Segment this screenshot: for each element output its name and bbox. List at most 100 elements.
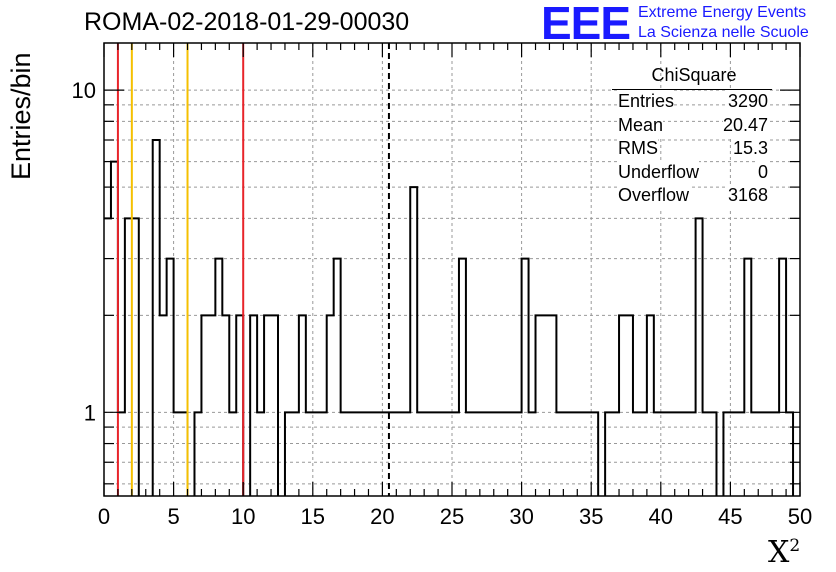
histogram-bin — [215, 259, 222, 496]
stats-box: ChiSquare Entries 3290 Mean 20.47 RMS 15… — [612, 65, 772, 208]
histogram-bin — [104, 218, 111, 496]
histogram-outline — [104, 139, 795, 496]
x-tick-label: 30 — [509, 504, 533, 529]
histogram-bin — [751, 412, 758, 496]
histogram-bin — [132, 218, 139, 496]
x-tick-label: 45 — [718, 504, 742, 529]
histogram-bin — [744, 259, 751, 496]
histogram-bin — [389, 412, 396, 496]
histogram-bin — [779, 259, 786, 496]
histogram-bin — [661, 412, 668, 496]
histogram-bin — [605, 412, 612, 496]
histogram-bin — [612, 412, 619, 496]
logo-line-1: Extreme Energy Events — [638, 4, 807, 21]
x-tick-label: 25 — [440, 504, 464, 529]
histogram-bin — [654, 412, 661, 496]
x-tick-label: 5 — [167, 504, 179, 529]
histogram-bin — [111, 162, 118, 496]
histogram-bin — [229, 412, 236, 496]
histogram-bin — [723, 412, 730, 496]
histogram-bin — [529, 412, 536, 496]
grid-layer — [104, 43, 800, 496]
page-title: ROMA-02-2018-01-29-00030 — [84, 8, 410, 36]
marker-lines-layer — [116, 43, 390, 496]
histogram-bin — [438, 412, 445, 496]
stat-value: 3168 — [727, 184, 768, 208]
histogram-bin — [341, 412, 348, 496]
stat-row-underflow: Underflow 0 — [612, 160, 772, 184]
histogram-bin — [201, 315, 208, 496]
histogram-bin — [160, 315, 167, 496]
histogram-bin — [515, 412, 522, 496]
stat-value: 0 — [757, 160, 768, 184]
histogram-bin — [431, 412, 438, 496]
histogram-bin — [417, 412, 424, 496]
histogram-bin — [355, 412, 362, 496]
histogram-bin — [334, 259, 341, 496]
stat-row-rms: RMS 15.3 — [612, 137, 772, 161]
histogram-bin — [626, 315, 633, 496]
histogram-layer — [104, 139, 795, 496]
histogram-bin — [758, 412, 765, 496]
histogram-bin — [459, 259, 466, 496]
histogram-bin — [647, 315, 654, 496]
histogram-bin — [208, 315, 215, 496]
x-tick-label: 50 — [788, 504, 812, 529]
histogram-bin — [118, 412, 125, 496]
histogram-bin — [570, 412, 577, 496]
histogram-bin — [320, 412, 327, 496]
histogram-bin — [640, 412, 647, 496]
histogram-bin — [668, 412, 675, 496]
histogram-bin — [292, 412, 299, 496]
x-axis-label-sup: 2 — [789, 536, 801, 556]
stat-label: Overflow — [618, 184, 690, 208]
x-tick-label: 0 — [98, 504, 110, 529]
histogram-bin — [696, 218, 703, 496]
histogram-bin — [194, 412, 201, 496]
histogram-bin — [368, 412, 375, 496]
stat-label: Underflow — [618, 160, 700, 184]
histogram-bin — [452, 412, 459, 496]
histogram-bin — [522, 259, 529, 496]
stat-label: RMS — [618, 137, 658, 161]
histogram-bin — [153, 140, 160, 496]
eee-logo: EEE — [541, 0, 631, 49]
histogram-bin — [591, 412, 598, 496]
logo-line-2: La Scienza nelle Scuole — [638, 24, 809, 41]
histogram-bin — [480, 412, 487, 496]
stat-row-overflow: Overflow 3168 — [612, 184, 772, 208]
stat-value: 20.47 — [722, 113, 768, 137]
histogram-bin — [584, 412, 591, 496]
histogram-bin — [410, 187, 417, 496]
histogram-bin — [508, 412, 515, 496]
histogram-bin — [348, 412, 355, 496]
stats-title: ChiSquare — [612, 65, 772, 90]
histogram-bin — [765, 412, 772, 496]
histogram-bin — [633, 412, 640, 496]
stat-row-entries: Entries 3290 — [612, 90, 772, 114]
histogram-bin — [689, 412, 696, 496]
histogram-bin — [285, 412, 292, 496]
x-tick-label: 20 — [370, 504, 394, 529]
histogram-bin — [563, 412, 570, 496]
x-tick-label: 40 — [649, 504, 673, 529]
stat-label: Entries — [618, 90, 675, 114]
x-tick-label: 10 — [231, 504, 255, 529]
histogram-bin — [619, 315, 626, 496]
histogram-bin — [710, 412, 717, 496]
histogram-bin — [257, 412, 264, 496]
histogram-bin — [236, 315, 243, 496]
histogram-bin — [772, 412, 779, 496]
histogram-bin — [222, 315, 229, 496]
histogram-bin — [536, 315, 543, 496]
stat-value: 3290 — [727, 90, 768, 114]
histogram-bin — [549, 315, 556, 496]
y-tick-label: 1 — [84, 400, 96, 425]
y-tick-label: 10 — [72, 78, 96, 103]
stat-label: Mean — [618, 113, 664, 137]
histogram-bin — [556, 412, 563, 496]
histogram-bin — [306, 412, 313, 496]
histogram-bin — [403, 412, 410, 496]
histogram-bin — [174, 412, 181, 496]
